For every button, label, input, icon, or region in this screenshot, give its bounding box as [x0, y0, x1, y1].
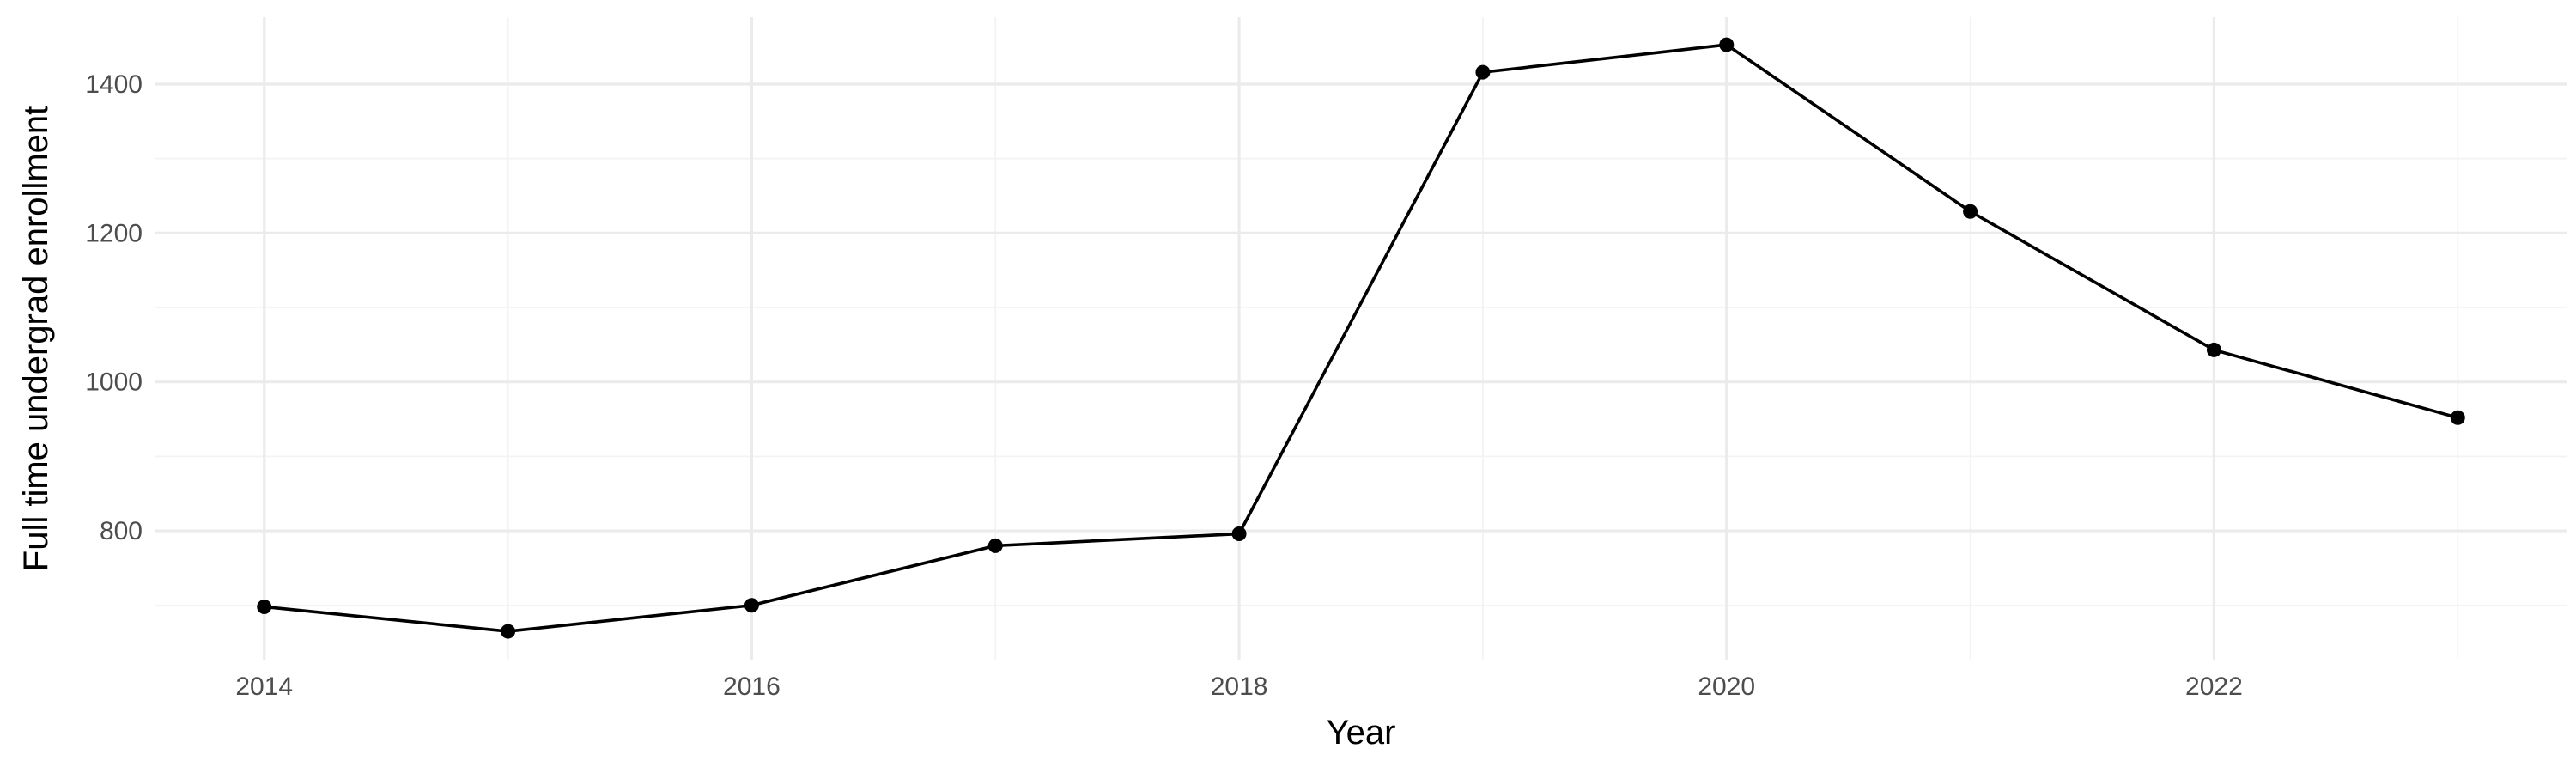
series-line: [264, 43, 2458, 633]
data-point: [2206, 342, 2221, 357]
x-axis-title: Year: [1327, 714, 1396, 752]
data-point: [987, 538, 1003, 553]
data-point: [1231, 526, 1247, 542]
data-point: [1963, 204, 1978, 219]
x-tick-label: 2018: [1211, 673, 1268, 701]
y-tick-label: 1200: [85, 219, 143, 247]
data-point: [501, 624, 516, 639]
y-tick-label: 800: [100, 517, 143, 545]
x-tick-label: 2016: [723, 673, 781, 701]
x-tick-label: 2020: [1698, 673, 1755, 701]
y-tick-label: 1400: [85, 70, 143, 99]
data-point: [257, 599, 272, 614]
x-tick-label: 2022: [2185, 673, 2243, 701]
y-tick-label: 1000: [85, 368, 143, 397]
x-tick-label: 2014: [235, 673, 293, 701]
data-point: [1719, 37, 1735, 52]
series-layer: [257, 37, 2465, 639]
data-point: [2450, 410, 2465, 425]
y-axis-title: Full time undergrad enrollment: [17, 106, 55, 571]
grid-lines: [155, 17, 2567, 660]
tick-labels: 800 1000 1200 1400 2014 2016 2018 2020 2022: [85, 70, 2243, 701]
data-point: [1475, 64, 1491, 80]
data-point: [744, 598, 759, 613]
